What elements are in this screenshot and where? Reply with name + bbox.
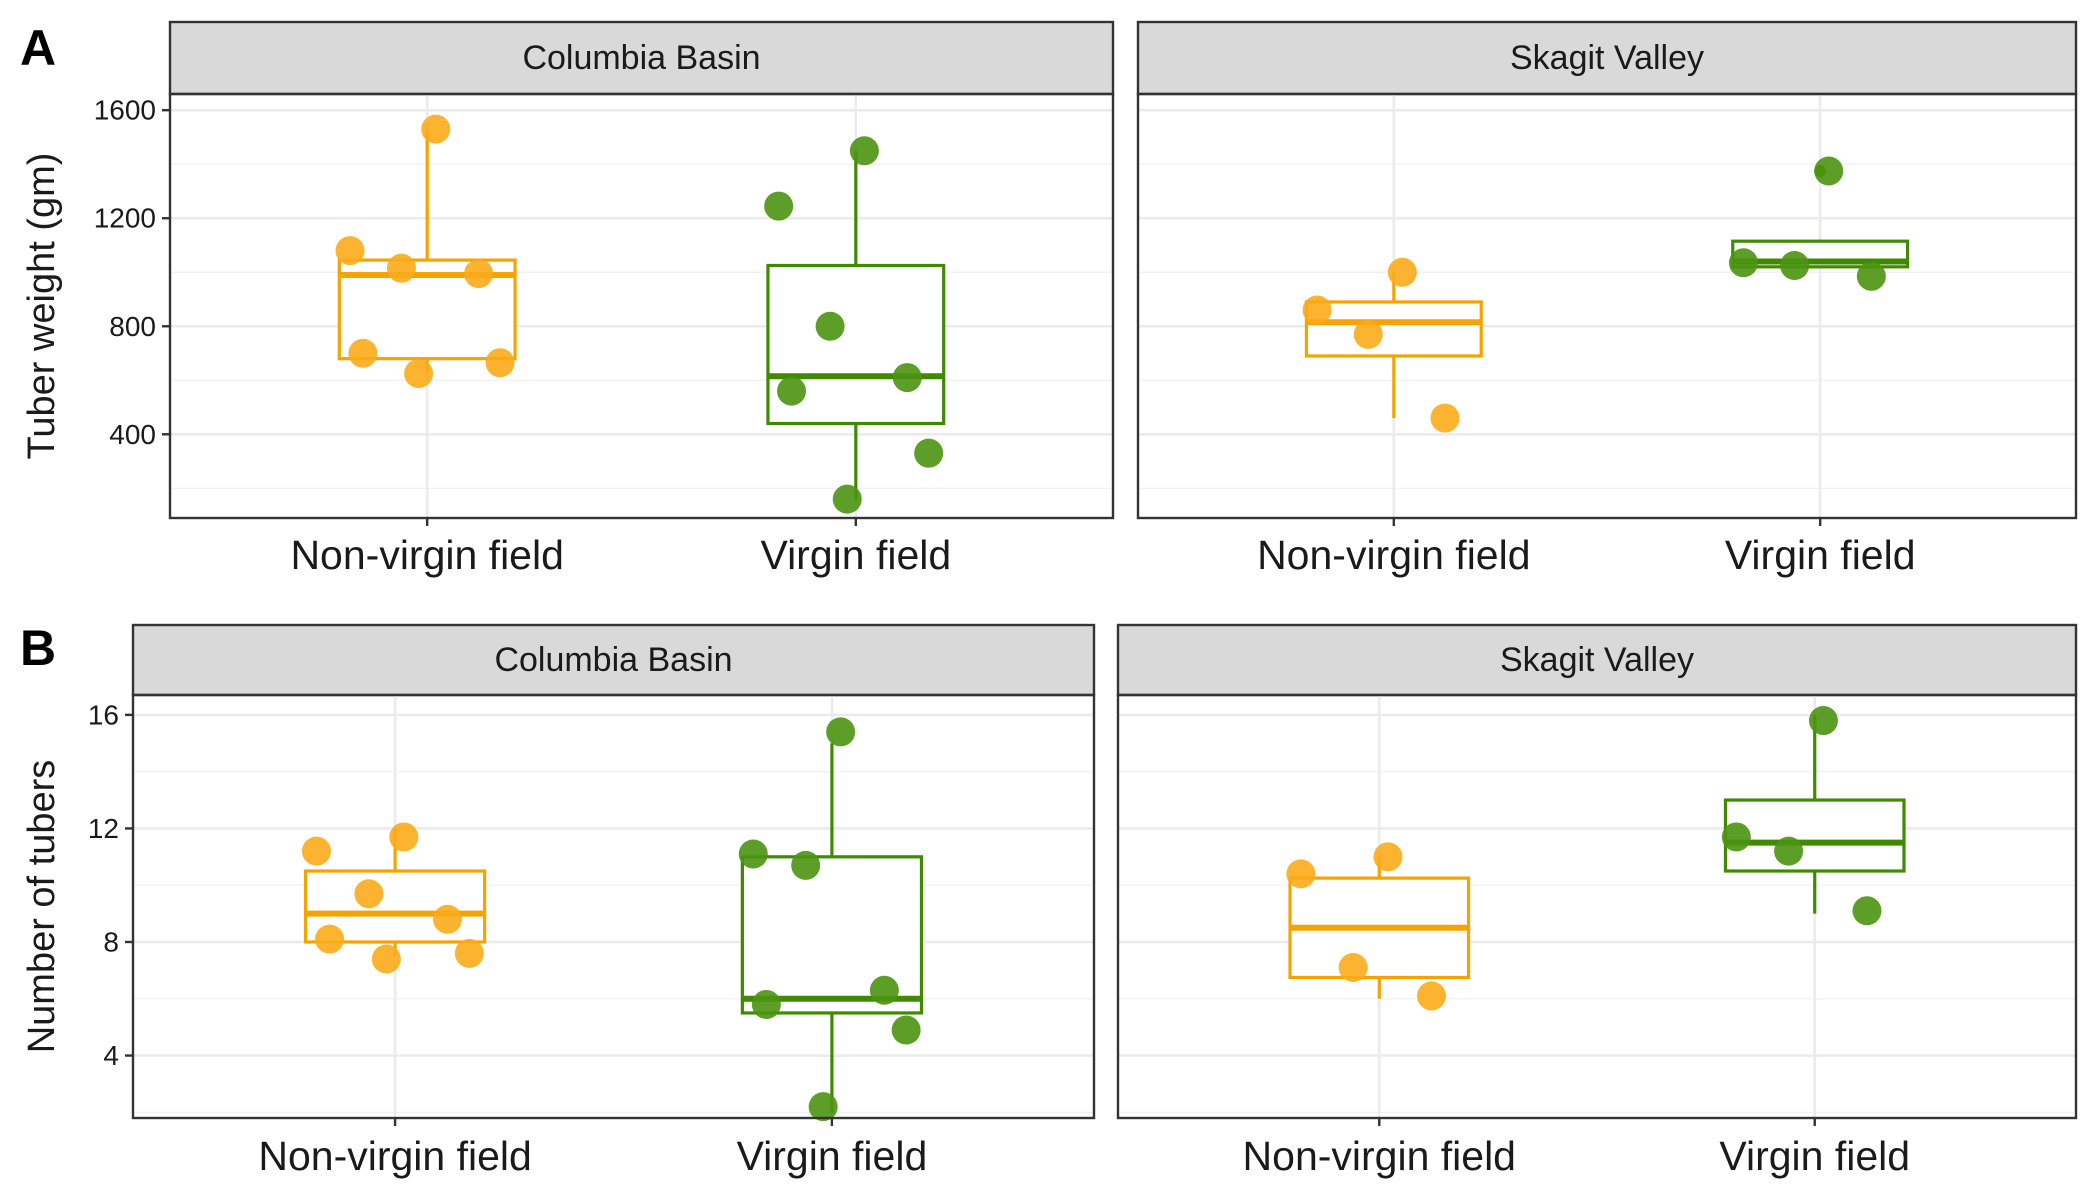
data-point [1286, 859, 1316, 889]
data-point [1780, 250, 1810, 280]
data-point [849, 136, 879, 166]
data-point [751, 989, 781, 1019]
facet-strip [168, 20, 1115, 96]
x-tick-label: Virgin field [1725, 532, 1916, 578]
data-point [832, 484, 862, 514]
data-point [371, 944, 401, 974]
y-tick-label: 8 [103, 926, 119, 957]
data-point [1417, 981, 1447, 1011]
panel-border [168, 92, 1115, 520]
facet-strip [1136, 20, 2078, 96]
data-point [892, 363, 922, 393]
data-point [1852, 896, 1882, 926]
data-point [777, 376, 807, 406]
data-point [386, 253, 416, 283]
y-axis-label: Tuber weight (gm) [21, 153, 63, 460]
box-iqr [1723, 798, 1906, 873]
data-point [914, 438, 944, 468]
panel-tag: B [20, 620, 56, 676]
box-non-virgin-field [1302, 257, 1483, 433]
box-non-virgin-field [335, 114, 517, 389]
x-tick-label: Non-virgin field [290, 532, 563, 578]
box-virgin-field [1728, 156, 1910, 291]
x-tick-label: Virgin field [1719, 1133, 1910, 1179]
data-point [1856, 261, 1886, 291]
data-point [433, 904, 463, 934]
facet-strip [131, 623, 1096, 697]
facet-columbia-basin: Columbia Basin 4 8 12 16 Non-virgin field Virg… [88, 623, 1096, 1179]
data-point [1728, 248, 1758, 278]
y-tick-label: 12 [88, 813, 119, 844]
box-iqr [740, 855, 924, 1015]
data-point [301, 836, 331, 866]
facet-title: Columbia Basin [522, 39, 760, 77]
panel-tag: A [20, 20, 56, 76]
y-tick-label: 400 [109, 419, 156, 450]
data-point [389, 822, 419, 852]
facet-columbia-basin: Columbia Basin 400 800 1200 1600 Non-virgin f… [94, 20, 1115, 578]
box-virgin-field [738, 717, 924, 1122]
data-point [485, 348, 515, 378]
data-point [791, 850, 821, 880]
y-tick-label: 800 [109, 311, 156, 342]
data-point [1430, 403, 1460, 433]
data-point [826, 717, 856, 747]
chart-A: A Tuber weight (gm) Columbia Basin 400 800 12… [20, 20, 2078, 578]
data-point [1387, 257, 1417, 287]
data-point [1338, 953, 1368, 983]
data-point [764, 191, 794, 221]
y-axis-label: Number of tubers [21, 760, 63, 1054]
box-virgin-field [764, 136, 946, 514]
data-point [1814, 156, 1844, 186]
y-tick-label: 16 [88, 699, 119, 730]
facet-title: Skagit Valley [1500, 641, 1694, 679]
data-point [454, 938, 484, 968]
x-tick-label: Virgin field [737, 1133, 928, 1179]
data-point [808, 1092, 838, 1122]
y-tick-label: 1600 [94, 95, 156, 126]
box-non-virgin-field [301, 822, 487, 974]
data-point [891, 1015, 921, 1045]
panel-border [1136, 92, 2078, 520]
box-virgin-field [1721, 706, 1906, 926]
chart-B: B Number of tubers Columbia Basin 4 8 12 16 Non… [20, 620, 2078, 1179]
data-point [815, 311, 845, 341]
data-point [1774, 836, 1804, 866]
panel-border [131, 693, 1096, 1120]
y-tick-label: 1200 [94, 203, 156, 234]
data-point [464, 259, 494, 289]
data-point [315, 924, 345, 954]
panel-border [1116, 693, 2078, 1120]
x-tick-label: Virgin field [760, 532, 951, 578]
facet-skagit-valley: Skagit Valley Non-virgin field Virgin fiel… [1116, 623, 2078, 1179]
facet-strip [1116, 623, 2078, 697]
y-tick-label: 4 [103, 1040, 119, 1071]
x-tick-label: Non-virgin field [1257, 532, 1530, 578]
x-tick-label: Non-virgin field [258, 1133, 531, 1179]
facet-title: Skagit Valley [1510, 39, 1704, 77]
data-point [348, 338, 378, 368]
data-point [1808, 706, 1838, 736]
data-point [1353, 319, 1383, 349]
data-point [1373, 842, 1403, 872]
facet-title: Columbia Basin [494, 641, 732, 679]
data-point [354, 879, 384, 909]
data-point [1721, 822, 1751, 852]
data-point [421, 114, 451, 144]
data-point [738, 839, 768, 869]
box-iqr [1304, 300, 1483, 358]
facet-skagit-valley: Skagit Valley Non-virgin field Virgin fiel… [1136, 20, 2078, 578]
x-tick-label: Non-virgin field [1243, 1133, 1516, 1179]
data-point [335, 236, 365, 266]
data-point [404, 359, 434, 389]
box-non-virgin-field [1286, 842, 1471, 1011]
data-point [869, 975, 899, 1005]
data-point [1302, 295, 1332, 325]
